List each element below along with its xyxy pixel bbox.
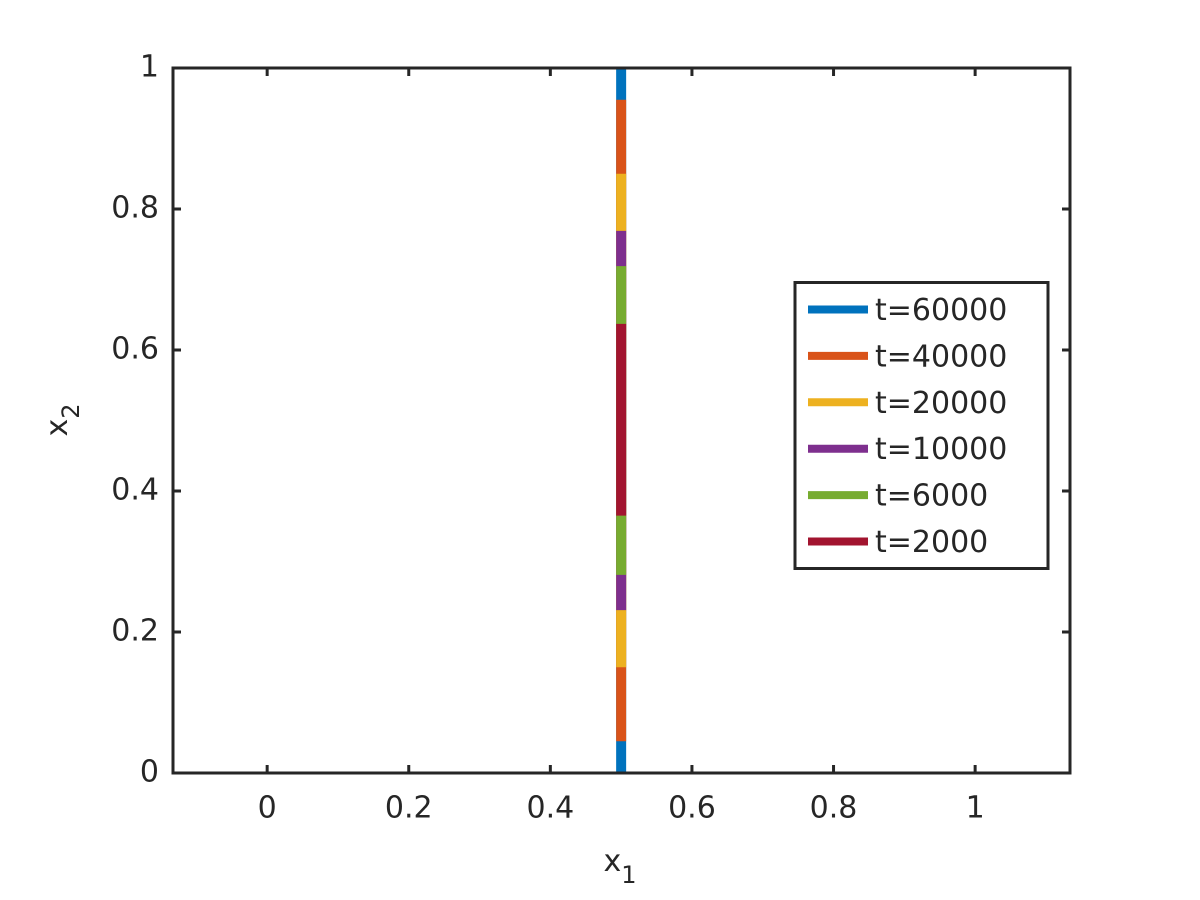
legend-label: t=6000: [875, 479, 988, 514]
x-tick-label: 0.2: [385, 791, 433, 826]
x-axis-label: x1: [603, 844, 636, 890]
axes-box: [171, 66, 1072, 775]
x-tick-label: 0.6: [668, 791, 716, 826]
x-tick-label: 0: [258, 791, 277, 826]
y-label-main: x: [40, 419, 75, 437]
x-tick-label: 0.8: [810, 791, 858, 826]
x-label-sub: 1: [621, 861, 636, 889]
y-axis-label: x2: [40, 403, 86, 436]
legend-box: [793, 281, 1050, 570]
x-label-main: x: [603, 844, 621, 879]
y-tick-label: 0.6: [111, 332, 159, 367]
y-tick-label: 0.2: [111, 614, 159, 649]
y-tick-label: 0: [140, 755, 159, 790]
y-tick-label: 0.4: [111, 473, 159, 508]
legend-label: t=20000: [875, 386, 1007, 421]
x-tick-label: 0.4: [526, 791, 574, 826]
legend-label: t=60000: [875, 293, 1007, 328]
legend-label: t=2000: [875, 525, 988, 560]
x-tick-label: 1: [966, 791, 985, 826]
y-tick-label: 0.8: [111, 191, 159, 226]
legend: t=60000 t=40000 t=20000 t=10000 t=6000 t=2000: [793, 281, 1050, 570]
y-label-sub: 2: [57, 403, 85, 418]
legend-label: t=10000: [875, 432, 1007, 467]
y-tick-label: 1: [140, 50, 159, 85]
legend-label: t=40000: [875, 339, 1007, 374]
